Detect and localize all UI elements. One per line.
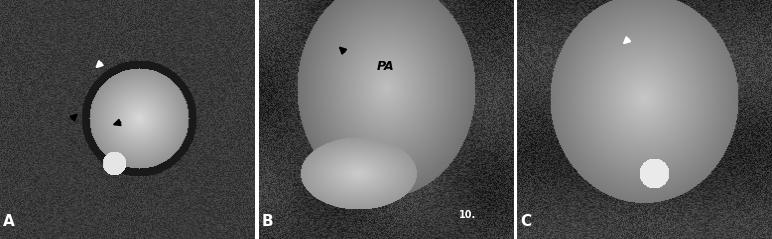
Text: 10.: 10.: [459, 210, 476, 220]
Text: C: C: [520, 214, 531, 229]
Text: A: A: [2, 214, 15, 229]
Text: B: B: [261, 214, 273, 229]
Text: PA: PA: [378, 60, 394, 73]
